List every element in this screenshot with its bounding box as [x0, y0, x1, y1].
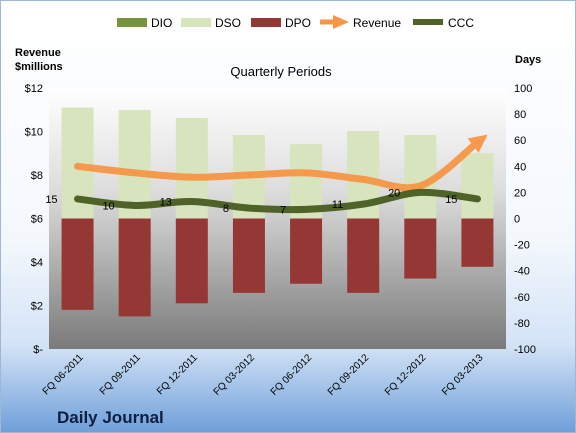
left-tick-label: $12: [25, 83, 43, 95]
revenue-point: [475, 140, 480, 145]
ccc-series-line: [74, 188, 481, 214]
revenue-point: [132, 170, 137, 175]
ccc-point: [246, 206, 251, 211]
right-tick-label: -80: [514, 318, 530, 330]
dpo-bars: [61, 218, 494, 317]
legend: DIO DSO DPO Revenue CCC: [117, 15, 474, 30]
legend-label-revenue: Revenue: [353, 16, 401, 30]
left-tick-label: $4: [31, 257, 43, 269]
right-tick-label: -20: [514, 240, 530, 252]
plot-title: Quarterly Periods: [230, 64, 332, 79]
ccc-data-label: 15: [445, 194, 457, 206]
revenue-point: [189, 175, 194, 180]
right-tick-label: -40: [514, 266, 530, 278]
right-tick-label: 40: [514, 161, 526, 173]
dso-bar: [461, 153, 494, 219]
dso-bar: [118, 110, 151, 219]
left-tick-label: $2: [31, 301, 43, 313]
legend-swatch-dso: [181, 18, 211, 27]
brand-title: Daily Journal: [57, 408, 164, 427]
right-tick-label: 0: [514, 214, 520, 226]
ccc-point: [361, 202, 366, 207]
right-axis-title: Days: [515, 54, 541, 66]
right-tick-label: 80: [514, 109, 526, 121]
revenue-point: [75, 164, 80, 169]
left-tick-label: $6: [31, 214, 43, 226]
dpo-bar: [118, 218, 151, 317]
legend-swatch-revenue: [320, 15, 349, 29]
dpo-bar: [347, 218, 380, 293]
right-axis-ticks: -100 -80 -60 -40 -20 0 20 40 60 80 100: [514, 83, 536, 356]
left-axis-title-line2: $millions: [15, 61, 63, 73]
legend-label-dpo: DPO: [285, 16, 311, 30]
x-axis-ticks: FQ 06-2011 FQ 09-2011 FQ 12-2011 FQ 03-2012…: [41, 352, 486, 398]
x-tick-label: FQ 06-2011: [41, 352, 86, 397]
ccc-point: [418, 190, 423, 195]
revenue-line: [74, 134, 488, 192]
dpo-bar: [290, 218, 323, 284]
left-tick-label: $-: [33, 344, 43, 356]
revenue-point: [418, 183, 423, 188]
right-tick-label: 20: [514, 187, 526, 199]
dpo-bar: [461, 218, 494, 267]
ccc-point: [132, 203, 137, 208]
x-tick-label: FQ 06-2012: [269, 352, 315, 398]
x-tick-label: FQ 03-2013: [440, 352, 486, 398]
ccc-data-label: 11: [332, 199, 343, 211]
legend-swatch-dio: [117, 18, 147, 27]
left-tick-label: $10: [25, 127, 43, 139]
left-axis-ticks: $- $2 $4 $6 $8 $10 $12: [25, 83, 44, 356]
ccc-data-label: 7: [280, 204, 286, 216]
legend-label-dio: DIO: [151, 16, 172, 30]
right-tick-label: 100: [514, 83, 532, 95]
revenue-point: [246, 173, 251, 177]
dpo-bar: [61, 218, 94, 310]
ccc-data-label: 15: [45, 194, 57, 206]
left-axis-title-line1: Revenue: [15, 47, 61, 59]
legend-label-ccc: CCC: [448, 16, 474, 30]
x-tick-label: FQ 09-2012: [326, 352, 372, 398]
ccc-data-label: 13: [160, 197, 172, 209]
ccc-point: [75, 196, 80, 201]
legend-label-dso: DSO: [215, 16, 241, 30]
x-tick-label: FQ 09-2011: [98, 352, 143, 397]
right-tick-label: 60: [514, 135, 526, 147]
x-tick-label: FQ 12-2012: [383, 352, 429, 398]
dpo-bar: [232, 218, 265, 293]
ccc-point: [475, 196, 480, 201]
dpo-bar: [404, 218, 437, 279]
ccc-line: 15 10 13 8 7 11 20 15: [45, 187, 481, 216]
plot-area: [49, 88, 506, 349]
revenue-point: [304, 170, 309, 175]
ccc-data-label: 20: [388, 187, 400, 199]
legend-swatch-dpo: [251, 18, 281, 27]
x-tick-label: FQ 12-2011: [155, 352, 200, 397]
dpo-bar: [175, 218, 208, 304]
revenue-point: [361, 177, 366, 182]
ccc-data-label: 10: [102, 200, 114, 212]
x-tick-label: FQ 03-2012: [212, 352, 258, 398]
ccc-point: [304, 207, 309, 212]
ccc-data-label: 8: [223, 203, 229, 215]
ccc-point: [189, 199, 194, 204]
right-tick-label: -100: [514, 344, 536, 356]
left-tick-label: $8: [31, 170, 43, 182]
right-tick-label: -60: [514, 292, 530, 304]
